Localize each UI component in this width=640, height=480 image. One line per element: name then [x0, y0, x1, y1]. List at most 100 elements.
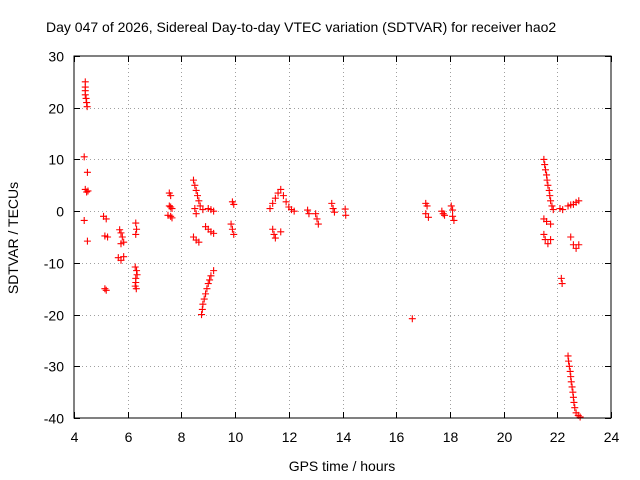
data-point	[565, 362, 573, 370]
data-point	[133, 271, 141, 279]
data-point	[568, 383, 576, 391]
data-point	[544, 240, 552, 248]
data-point	[441, 211, 449, 219]
data-point	[189, 176, 197, 184]
data-point	[314, 220, 322, 228]
data-point	[328, 199, 336, 207]
data-point	[132, 219, 140, 227]
x-tick-label: 8	[178, 429, 186, 445]
data-point	[83, 103, 91, 111]
data-point	[199, 300, 207, 308]
data-point	[195, 238, 203, 246]
x-tick-label: 24	[604, 429, 620, 445]
data-point	[196, 202, 204, 210]
data-point	[200, 295, 208, 303]
data-point	[80, 153, 88, 161]
x-tick-label: 6	[125, 429, 133, 445]
data-point	[230, 200, 238, 208]
data-point	[439, 210, 447, 218]
y-tick-label: 0	[56, 204, 64, 220]
data-point	[269, 225, 277, 233]
data-point	[206, 276, 214, 284]
data-point	[305, 210, 313, 218]
data-point	[329, 205, 337, 213]
data-point	[202, 290, 210, 298]
data-point	[191, 205, 199, 213]
data-point	[199, 206, 207, 214]
data-point	[230, 230, 238, 238]
y-tick-label: 30	[48, 49, 64, 65]
data-point	[117, 229, 125, 237]
y-tick-label: 20	[48, 101, 64, 117]
data-point	[192, 210, 200, 218]
data-point	[80, 216, 88, 224]
data-point	[540, 230, 548, 238]
data-point	[227, 220, 235, 228]
data-point	[102, 215, 110, 223]
data-point	[192, 186, 200, 194]
data-point	[541, 166, 549, 174]
data-point	[547, 197, 555, 205]
data-point	[576, 413, 584, 421]
data-point	[342, 211, 350, 219]
data-point	[116, 226, 124, 234]
data-point	[118, 233, 126, 241]
y-tick-labels: -40 -30 -20 -10 0 10 20 30	[44, 49, 64, 427]
y-tick-label: -30	[44, 359, 64, 375]
data-point	[133, 225, 141, 233]
x-tick-labels: 4 6 8 10 12 14 16 18 20 22 24	[71, 429, 620, 445]
data-point	[422, 210, 430, 218]
data-point	[544, 181, 552, 189]
data-point	[548, 202, 556, 210]
data-point	[330, 208, 338, 216]
data-point	[102, 286, 110, 294]
data-point	[191, 181, 199, 189]
data-point	[204, 280, 212, 288]
chart-title: Day 047 of 2026, Sidereal Day-to-day VTE…	[46, 19, 556, 35]
data-point	[132, 285, 140, 293]
data-point	[207, 272, 215, 280]
data-point	[408, 315, 416, 323]
y-tick-label: -20	[44, 308, 64, 324]
data-point	[449, 206, 457, 214]
data-point	[279, 192, 287, 200]
data-point	[198, 311, 206, 319]
data-point	[541, 161, 549, 169]
x-tick-label: 12	[282, 429, 298, 445]
data-point	[120, 253, 128, 261]
data-point	[423, 202, 431, 210]
data-point	[104, 233, 112, 241]
data-point	[167, 192, 175, 200]
y-axis-title: SDTVAR / TECUs	[5, 182, 21, 294]
data-point	[558, 280, 566, 288]
data-points	[80, 78, 584, 421]
data-point	[277, 185, 285, 193]
data-point	[277, 228, 285, 236]
data-point	[575, 241, 583, 249]
data-point	[168, 205, 176, 213]
data-point	[84, 187, 92, 195]
data-point	[450, 216, 458, 224]
data-point	[543, 176, 551, 184]
data-point	[210, 207, 218, 215]
data-point	[266, 205, 274, 213]
grid-lines	[74, 56, 611, 418]
data-point	[312, 210, 320, 218]
data-point	[194, 192, 202, 200]
data-point	[570, 398, 578, 406]
x-tick-label: 14	[336, 429, 352, 445]
x-tick-label: 4	[71, 429, 79, 445]
data-point	[117, 256, 125, 264]
data-point	[131, 263, 139, 271]
x-axis-title: GPS time / hours	[289, 458, 396, 474]
data-point	[269, 199, 277, 207]
data-point	[557, 274, 565, 282]
data-point	[546, 192, 554, 200]
data-point	[271, 194, 279, 202]
x-tick-label: 20	[497, 429, 513, 445]
data-point	[167, 203, 175, 211]
data-point	[567, 378, 575, 386]
data-point	[543, 217, 551, 225]
data-point	[575, 197, 583, 205]
